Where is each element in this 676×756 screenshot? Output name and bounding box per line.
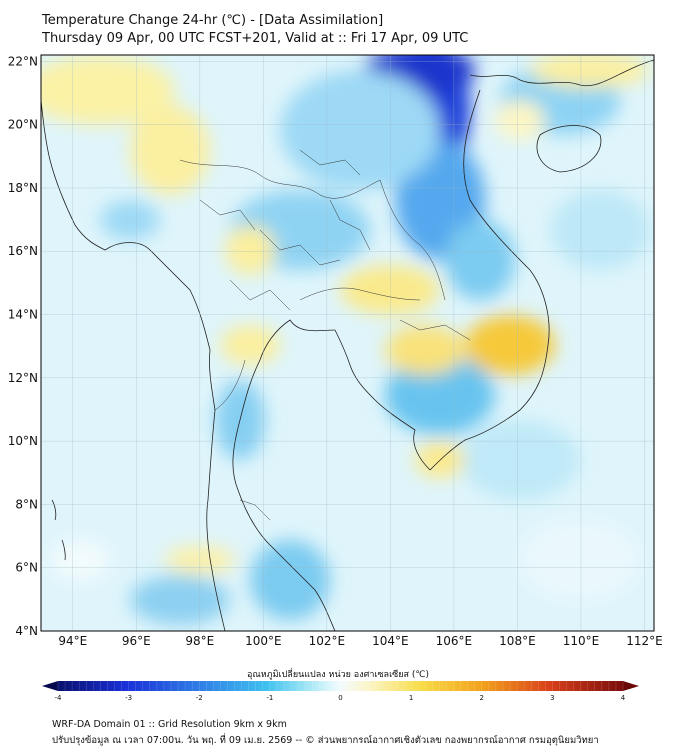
update-info: ปรับปรุงข้อมูล ณ เวลา 07:00น. วัน พฤ. ที… <box>52 735 599 746</box>
lat-tick-label: 16°N <box>8 244 38 258</box>
valid-time-subtitle: Thursday 09 Apr, 00 UTC FCST+201, Valid … <box>42 31 469 46</box>
latitude-axis: 22°N 20°N 18°N 16°N 14°N 12°N 10°N 8°N 6°N 4°N <box>8 54 38 638</box>
colorbar-tick-label: 4 <box>621 694 626 702</box>
colorbar-tick-label: 1 <box>409 694 413 702</box>
temperature-field <box>41 55 654 631</box>
lon-tick-label: 110°E <box>563 634 600 648</box>
map-frame <box>40 54 655 632</box>
colorbar-label: อุณหภูมิเปลี่ยนแปลง หน่วย องศาเซลเซียส (… <box>246 670 430 680</box>
colorbar-gradient <box>58 681 623 691</box>
lon-tick-label: 104°E <box>372 634 409 648</box>
colorbar-tick-label: 2 <box>480 694 484 702</box>
lat-tick-label: 22°N <box>8 54 38 68</box>
colorbar-tick-label: 0 <box>338 694 342 702</box>
colorbar-tick-label: -2 <box>196 694 203 702</box>
lat-tick-label: 18°N <box>8 181 38 195</box>
colorbar-max-arrow <box>623 681 639 691</box>
colorbar-min-arrow <box>42 681 58 691</box>
lat-tick-label: 4°N <box>15 624 38 638</box>
colorbar-tick-label: -4 <box>55 694 63 702</box>
lat-tick-label: 14°N <box>8 308 38 322</box>
lon-tick-label: 96°E <box>122 634 151 648</box>
colorbar-tick-label: 3 <box>550 694 554 702</box>
lon-tick-label: 94°E <box>58 634 87 648</box>
lat-tick-label: 6°N <box>15 561 38 575</box>
lon-tick-label: 100°E <box>245 634 282 648</box>
lat-tick-label: 8°N <box>15 497 38 511</box>
colorbar-tick-label: -1 <box>266 694 273 702</box>
colorbar-tick-label: -3 <box>125 694 132 702</box>
colorbar: -4 -3 -2 -1 0 1 2 3 4 <box>42 681 639 702</box>
lat-tick-label: 20°N <box>8 118 38 132</box>
lon-tick-label: 112°E <box>626 634 663 648</box>
longitude-axis: 94°E 96°E 98°E 100°E 102°E 104°E 106°E 108°E 110… <box>58 634 662 648</box>
lon-tick-label: 102°E <box>309 634 346 648</box>
lon-tick-label: 98°E <box>185 634 214 648</box>
coastlines <box>41 59 654 631</box>
lon-tick-label: 108°E <box>499 634 536 648</box>
lat-tick-label: 12°N <box>8 371 38 385</box>
model-info: WRF-DA Domain 01 :: Grid Resolution 9km … <box>52 719 287 730</box>
lon-tick-label: 106°E <box>436 634 473 648</box>
lat-tick-label: 10°N <box>8 434 38 448</box>
gridlines <box>41 55 654 631</box>
map-title: Temperature Change 24-hr (℃) - [Data Ass… <box>42 13 384 28</box>
